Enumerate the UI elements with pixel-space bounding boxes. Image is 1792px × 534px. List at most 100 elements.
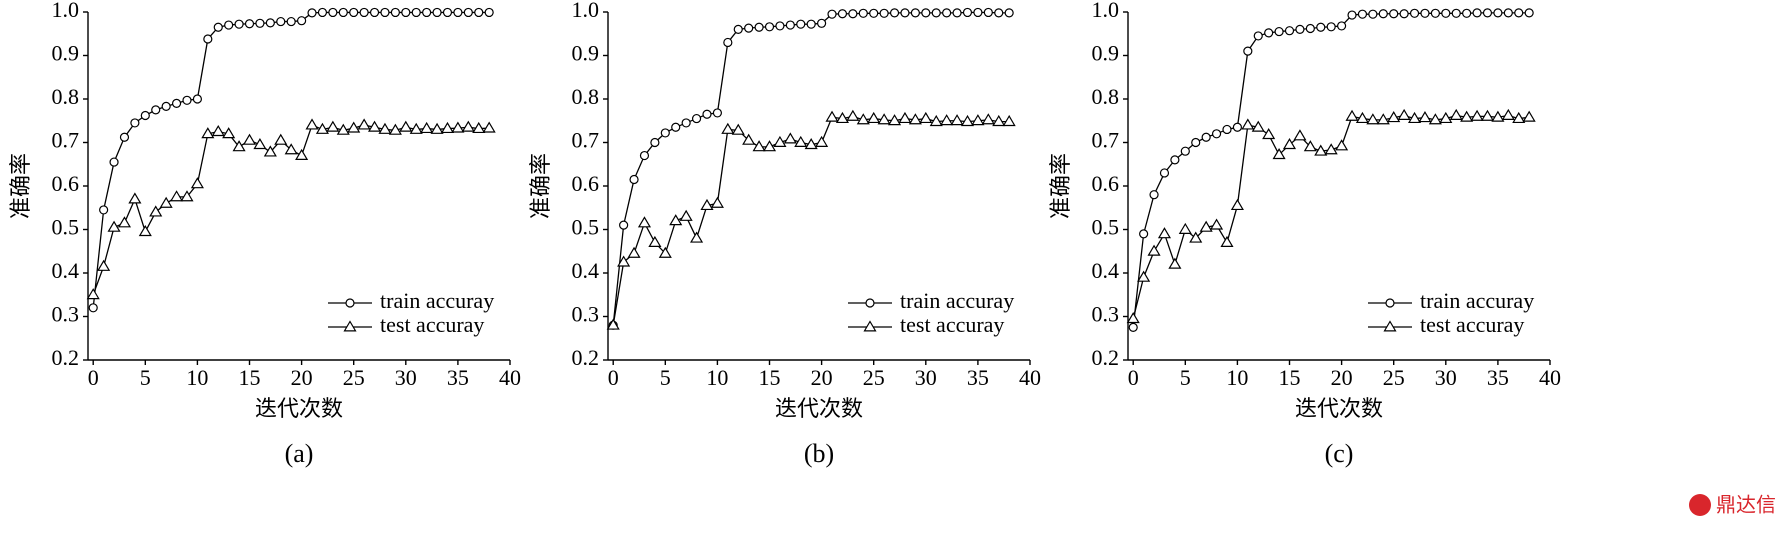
marker bbox=[263, 145, 277, 157]
marker bbox=[1418, 111, 1432, 123]
marker bbox=[848, 9, 858, 19]
x-tick-label: 5 bbox=[140, 365, 151, 390]
marker bbox=[1389, 9, 1399, 19]
marker bbox=[1128, 322, 1138, 332]
marker bbox=[1314, 144, 1328, 156]
marker bbox=[451, 121, 465, 133]
marker bbox=[484, 7, 494, 18]
marker bbox=[297, 16, 307, 26]
marker bbox=[453, 7, 463, 18]
y-tick-label: 0.4 bbox=[52, 258, 80, 283]
marker bbox=[981, 113, 995, 125]
marker bbox=[149, 205, 163, 217]
marker bbox=[639, 150, 650, 161]
marker bbox=[764, 22, 775, 32]
marker bbox=[629, 174, 639, 185]
marker bbox=[180, 190, 194, 202]
marker bbox=[1512, 111, 1526, 124]
marker bbox=[794, 135, 808, 147]
marker bbox=[1470, 109, 1484, 121]
marker bbox=[754, 22, 764, 32]
marker bbox=[161, 101, 171, 111]
x-tick-label: 40 bbox=[499, 365, 521, 390]
legend-label: test accuray bbox=[380, 312, 484, 337]
marker bbox=[1399, 9, 1409, 19]
marker bbox=[315, 122, 329, 134]
marker bbox=[669, 214, 683, 226]
marker bbox=[1409, 8, 1420, 18]
marker bbox=[887, 114, 902, 126]
marker bbox=[232, 140, 246, 152]
marker bbox=[617, 255, 631, 267]
marker bbox=[88, 303, 98, 313]
marker bbox=[1491, 110, 1505, 122]
marker bbox=[1324, 143, 1338, 155]
y-tick-label: 0.7 bbox=[52, 128, 80, 153]
marker bbox=[442, 7, 453, 18]
marker bbox=[1503, 8, 1513, 18]
marker bbox=[109, 157, 119, 167]
marker bbox=[380, 7, 390, 18]
marker bbox=[1282, 137, 1297, 150]
marker bbox=[962, 7, 973, 18]
marker bbox=[242, 133, 257, 145]
marker bbox=[1210, 218, 1224, 230]
marker bbox=[1460, 110, 1474, 122]
marker bbox=[731, 123, 745, 135]
x-tick-label: 5 bbox=[1180, 365, 1191, 390]
legend-marker bbox=[1385, 298, 1395, 308]
caption: (b) bbox=[804, 439, 834, 468]
marker bbox=[775, 21, 785, 31]
marker bbox=[1522, 110, 1536, 122]
marker bbox=[971, 114, 985, 126]
marker bbox=[274, 133, 288, 145]
marker bbox=[432, 7, 442, 18]
x-tick-label: 15 bbox=[1279, 365, 1301, 390]
marker bbox=[994, 8, 1004, 18]
marker bbox=[679, 209, 693, 221]
marker bbox=[440, 121, 455, 134]
marker bbox=[1191, 137, 1201, 148]
marker bbox=[1002, 114, 1016, 127]
marker bbox=[921, 8, 931, 18]
marker bbox=[253, 137, 267, 150]
marker bbox=[796, 19, 806, 29]
marker bbox=[1501, 108, 1515, 120]
marker bbox=[908, 113, 922, 125]
x-tick-label: 40 bbox=[1019, 365, 1041, 390]
y-tick-label: 0.8 bbox=[572, 84, 600, 109]
marker bbox=[295, 148, 309, 160]
marker bbox=[1441, 8, 1451, 18]
marker bbox=[846, 109, 860, 121]
marker bbox=[856, 113, 870, 125]
marker bbox=[349, 7, 359, 18]
y-tick-label: 1.0 bbox=[1092, 0, 1120, 22]
x-tick-label: 30 bbox=[1435, 365, 1457, 390]
marker bbox=[785, 20, 795, 30]
y-tick-label: 0.2 bbox=[1092, 345, 1120, 370]
y-tick-label: 0.4 bbox=[572, 258, 600, 283]
marker bbox=[742, 133, 756, 145]
marker bbox=[1264, 28, 1274, 38]
marker bbox=[1293, 129, 1307, 141]
x-tick-label: 25 bbox=[1383, 365, 1405, 390]
marker bbox=[889, 8, 900, 18]
marker bbox=[762, 140, 777, 152]
marker bbox=[151, 105, 161, 115]
marker bbox=[213, 22, 223, 32]
marker bbox=[973, 7, 983, 18]
marker bbox=[1449, 108, 1463, 120]
marker bbox=[648, 235, 662, 247]
watermark: 鼎达信 bbox=[1716, 493, 1776, 517]
marker bbox=[276, 16, 286, 27]
marker bbox=[1157, 227, 1172, 239]
x-tick-label: 20 bbox=[291, 365, 313, 390]
marker bbox=[99, 205, 109, 215]
y-tick-label: 0.9 bbox=[1092, 41, 1120, 66]
marker bbox=[1222, 124, 1232, 135]
marker bbox=[482, 121, 496, 133]
marker bbox=[1316, 22, 1326, 32]
legend-marker bbox=[863, 320, 877, 332]
marker bbox=[284, 143, 298, 155]
marker bbox=[660, 128, 670, 138]
